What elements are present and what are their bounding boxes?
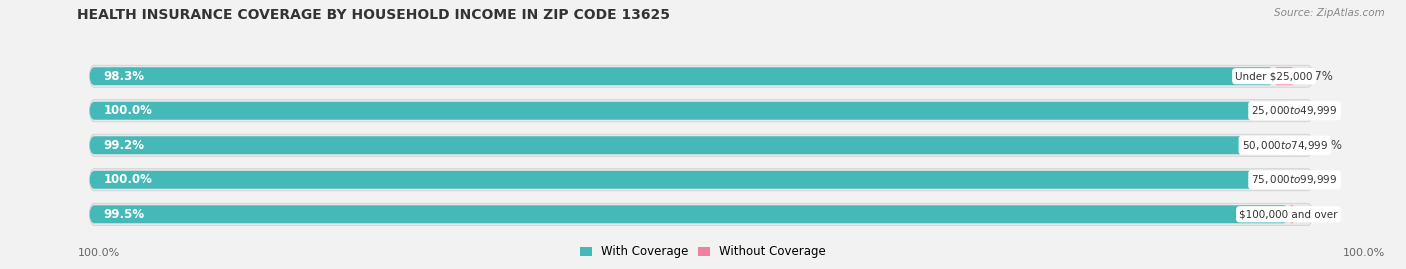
Text: 98.3%: 98.3% bbox=[104, 70, 145, 83]
FancyBboxPatch shape bbox=[90, 134, 1313, 156]
Text: Source: ZipAtlas.com: Source: ZipAtlas.com bbox=[1274, 8, 1385, 18]
Text: 0.53%: 0.53% bbox=[1305, 208, 1341, 221]
FancyBboxPatch shape bbox=[1288, 205, 1295, 223]
FancyBboxPatch shape bbox=[90, 136, 1285, 154]
FancyBboxPatch shape bbox=[1285, 136, 1295, 154]
FancyBboxPatch shape bbox=[1292, 171, 1298, 189]
FancyBboxPatch shape bbox=[1292, 102, 1298, 120]
Text: $75,000 to $99,999: $75,000 to $99,999 bbox=[1251, 173, 1337, 186]
Text: HEALTH INSURANCE COVERAGE BY HOUSEHOLD INCOME IN ZIP CODE 13625: HEALTH INSURANCE COVERAGE BY HOUSEHOLD I… bbox=[77, 8, 671, 22]
Text: 99.5%: 99.5% bbox=[104, 208, 145, 221]
Text: $100,000 and over: $100,000 and over bbox=[1239, 209, 1337, 219]
Text: Under $25,000: Under $25,000 bbox=[1236, 71, 1313, 81]
Text: 100.0%: 100.0% bbox=[104, 104, 153, 117]
Text: 0.85%: 0.85% bbox=[1305, 139, 1341, 152]
FancyBboxPatch shape bbox=[90, 102, 1295, 120]
Text: 99.2%: 99.2% bbox=[104, 139, 145, 152]
FancyBboxPatch shape bbox=[90, 65, 1313, 87]
Text: 100.0%: 100.0% bbox=[104, 173, 153, 186]
Text: 100.0%: 100.0% bbox=[77, 248, 120, 258]
FancyBboxPatch shape bbox=[90, 169, 1313, 191]
Text: 1.7%: 1.7% bbox=[1305, 70, 1334, 83]
FancyBboxPatch shape bbox=[1274, 67, 1295, 85]
FancyBboxPatch shape bbox=[90, 203, 1313, 225]
FancyBboxPatch shape bbox=[90, 100, 1313, 122]
Text: $25,000 to $49,999: $25,000 to $49,999 bbox=[1251, 104, 1337, 117]
FancyBboxPatch shape bbox=[90, 205, 1288, 223]
Legend: With Coverage, Without Coverage: With Coverage, Without Coverage bbox=[575, 241, 831, 263]
Text: 100.0%: 100.0% bbox=[1343, 248, 1385, 258]
FancyBboxPatch shape bbox=[90, 67, 1274, 85]
Text: 0.0%: 0.0% bbox=[1305, 104, 1334, 117]
FancyBboxPatch shape bbox=[90, 171, 1295, 189]
Text: $50,000 to $74,999: $50,000 to $74,999 bbox=[1241, 139, 1329, 152]
Text: 0.0%: 0.0% bbox=[1305, 173, 1334, 186]
